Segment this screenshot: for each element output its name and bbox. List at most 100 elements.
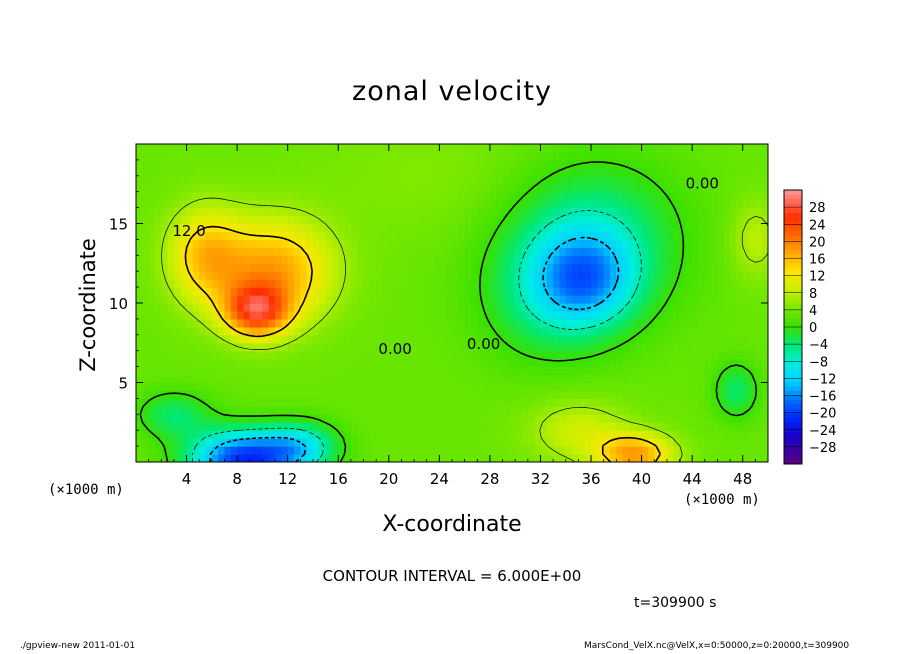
heatmap-cell	[521, 199, 529, 209]
heatmap-cell	[211, 167, 219, 177]
heatmap-cell	[218, 398, 226, 407]
heatmap-cell	[647, 295, 655, 304]
heatmap-cell	[736, 382, 744, 392]
heatmap-cell	[439, 231, 447, 240]
heatmap-cell	[136, 263, 143, 272]
heatmap-cell	[698, 144, 706, 153]
heatmap-cell	[414, 279, 421, 288]
heatmap-cell	[325, 430, 333, 439]
heatmap-cell	[262, 350, 270, 360]
heatmap-cell	[717, 358, 725, 368]
heatmap-cell	[439, 223, 447, 233]
heatmap-cell	[452, 144, 459, 153]
heatmap-cell	[382, 151, 390, 161]
heatmap-cell	[673, 295, 681, 304]
heatmap-cell	[243, 310, 251, 320]
heatmap-cell	[363, 263, 371, 272]
heatmap-cell	[591, 303, 598, 312]
heatmap-cell	[180, 231, 188, 240]
heatmap-cell	[464, 430, 472, 439]
heatmap-cell	[186, 310, 194, 320]
heatmap-cell	[218, 310, 226, 320]
heatmap-cell	[395, 231, 403, 240]
heatmap-cell	[711, 366, 719, 376]
heatmap-cell	[199, 175, 207, 185]
heatmap-cell	[654, 382, 662, 392]
heatmap-cell	[312, 366, 320, 376]
heatmap-cell	[654, 271, 662, 280]
heatmap-cell	[546, 295, 554, 304]
heatmap-cell	[647, 430, 655, 439]
heatmap-cell	[294, 326, 301, 336]
heatmap-cell	[711, 350, 719, 360]
heatmap-cell	[294, 191, 301, 201]
heatmap-cell	[534, 406, 542, 415]
heatmap-cell	[319, 255, 327, 264]
heatmap-cell	[426, 454, 434, 462]
heatmap-cell	[616, 454, 624, 462]
heatmap-cell	[224, 279, 232, 288]
heatmap-cell	[262, 446, 270, 455]
heatmap-cell	[692, 255, 700, 264]
heatmap-cell	[388, 334, 396, 344]
heatmap-cell	[736, 422, 744, 431]
heatmap-cell	[382, 326, 390, 336]
heatmap-cell	[704, 167, 712, 177]
heatmap-cell	[502, 263, 510, 272]
heatmap-cell	[464, 167, 472, 177]
heatmap-cell	[761, 295, 768, 304]
heatmap-cell	[338, 191, 346, 201]
heatmap-cell	[489, 310, 497, 320]
heatmap-cell	[319, 167, 327, 177]
heatmap-cell	[363, 430, 371, 439]
heatmap-cell	[344, 231, 352, 240]
heatmap-cell	[154, 318, 162, 328]
heatmap-cell	[698, 374, 706, 384]
heatmap-cell	[730, 167, 737, 177]
heatmap-cell	[363, 366, 371, 376]
heatmap-cell	[414, 430, 421, 439]
heatmap-cell	[338, 350, 346, 360]
heatmap-cell	[616, 326, 624, 336]
heatmap-cell	[142, 390, 150, 399]
heatmap-cell	[363, 414, 371, 423]
heatmap-cell	[723, 255, 731, 264]
heatmap-cell	[452, 255, 459, 264]
heatmap-cell	[559, 430, 567, 439]
heatmap-cell	[407, 295, 415, 304]
contour-interval-text: CONTOUR INTERVAL = 6.000E+00	[322, 567, 582, 585]
colorbar-swatch	[784, 199, 802, 205]
heatmap-cell	[477, 414, 485, 423]
heatmap-cell	[654, 151, 662, 161]
heatmap-cell	[717, 223, 725, 233]
heatmap-cell	[350, 159, 358, 169]
heatmap-cell	[306, 454, 314, 462]
heatmap-cell	[249, 350, 257, 360]
heatmap-cell	[546, 191, 554, 201]
heatmap-cell	[161, 175, 169, 185]
heatmap-cell	[641, 144, 649, 153]
heatmap-cell	[218, 247, 226, 256]
heatmap-cell	[148, 422, 156, 431]
heatmap-cell	[167, 231, 175, 240]
heatmap-cell	[730, 159, 737, 169]
heatmap-cell	[508, 215, 516, 225]
heatmap-cell	[275, 239, 282, 248]
heatmap-cell	[508, 183, 516, 193]
heatmap-cell	[521, 422, 529, 431]
heatmap-cell	[458, 430, 466, 439]
heatmap-cell	[262, 398, 270, 407]
heatmap-cell	[704, 398, 712, 407]
heatmap-cell	[344, 374, 352, 384]
heatmap-cell	[603, 231, 611, 240]
heatmap-cell	[180, 247, 188, 256]
heatmap-cell	[483, 342, 491, 352]
heatmap-cell	[515, 342, 523, 352]
heatmap-cell	[319, 175, 327, 185]
heatmap-cell	[142, 159, 150, 169]
heatmap-cell	[268, 303, 276, 312]
heatmap-cell	[527, 390, 535, 399]
heatmap-cell	[616, 295, 624, 304]
heatmap-cell	[483, 199, 491, 209]
heatmap-cell	[136, 144, 143, 153]
